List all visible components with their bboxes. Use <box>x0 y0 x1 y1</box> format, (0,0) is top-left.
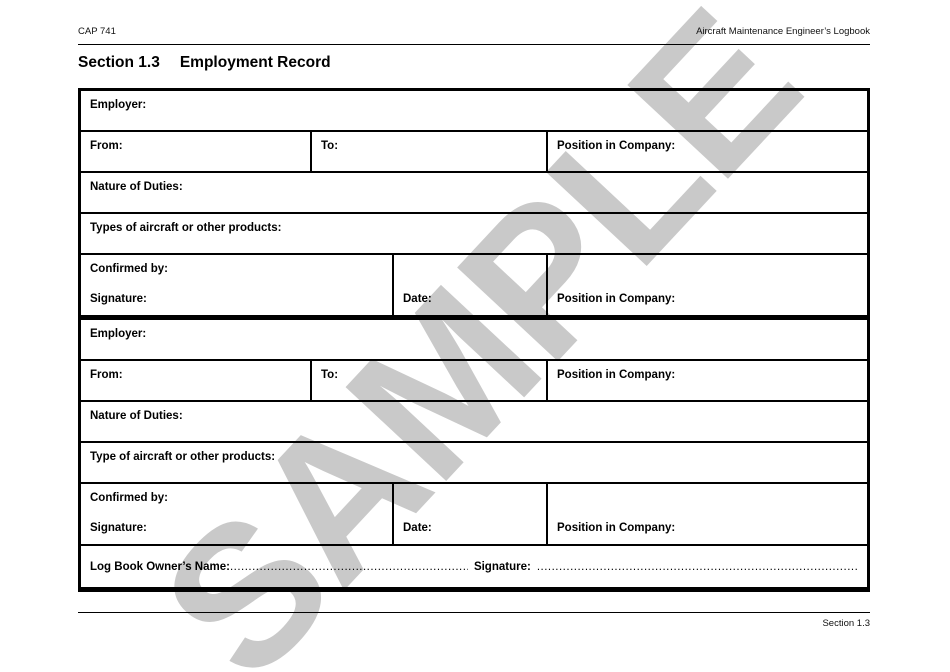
page-title: Section 1.3 Employment Record <box>78 54 331 72</box>
nature-of-duties-cell: Nature of Duties: <box>81 402 867 441</box>
employer-label: Employer: <box>90 328 147 340</box>
confirmed-position-cell: Position in Company: <box>546 484 867 544</box>
from-label: From: <box>90 369 123 381</box>
employer-row-2: Employer: <box>81 320 867 359</box>
confirmed-position-label: Position in Company: <box>557 522 676 534</box>
dates-row-2: From: To: Position in Company: <box>81 359 867 400</box>
to-label: To: <box>321 140 339 152</box>
footer-rule <box>78 612 870 613</box>
aircraft-types-cell: Types of aircraft or other products: <box>81 214 867 253</box>
position-label: Position in Company: <box>557 369 676 381</box>
header-doc-title: Aircraft Maintenance Engineer’s Logbook <box>696 26 870 37</box>
confirmation-row-1: Confirmed by: Signature: Date: Position … <box>81 253 867 315</box>
from-cell: From: <box>81 132 310 171</box>
aircraft-types-cell: Type of aircraft or other products: <box>81 443 867 482</box>
footer-section-label: Section 1.3 <box>822 618 870 629</box>
confirmed-by-label: Confirmed by: <box>90 492 168 504</box>
employer-cell: Employer: <box>81 91 867 130</box>
position-label: Position in Company: <box>557 140 676 152</box>
confirmation-row-2: Confirmed by: Signature: Date: Position … <box>81 482 867 544</box>
to-cell: To: <box>310 132 546 171</box>
owner-name-dotted-line: ........................................… <box>229 560 468 573</box>
from-label: From: <box>90 140 123 152</box>
nature-of-duties-label: Nature of Duties: <box>90 410 183 422</box>
position-cell: Position in Company: <box>546 361 867 400</box>
nature-of-duties-cell: Nature of Duties: <box>81 173 867 212</box>
confirmed-by-cell: Confirmed by: Signature: <box>81 484 392 544</box>
date-cell: Date: <box>392 255 546 315</box>
confirmed-by-label: Confirmed by: <box>90 263 168 275</box>
employer-row-1: Employer: <box>81 91 867 130</box>
nature-of-duties-label: Nature of Duties: <box>90 181 183 193</box>
section-title: Employment Record <box>179 54 331 71</box>
employer-cell: Employer: <box>81 320 867 359</box>
aircraft-types-row-1: Types of aircraft or other products: <box>81 212 867 253</box>
from-cell: From: <box>81 361 310 400</box>
confirmed-by-cell: Confirmed by: Signature: <box>81 255 392 315</box>
date-label: Date: <box>403 522 432 534</box>
header-doc-ref: CAP 741 <box>78 26 116 37</box>
to-label: To: <box>321 369 339 381</box>
owner-name-label: Log Book Owner’s Name: <box>90 560 230 573</box>
signature-label: Signature: <box>90 293 147 305</box>
aircraft-types-row-2: Type of aircraft or other products: <box>81 441 867 482</box>
nature-of-duties-row-1: Nature of Duties: <box>81 171 867 212</box>
owner-signature-row: Log Book Owner’s Name: .................… <box>81 544 867 587</box>
employer-label: Employer: <box>90 99 147 111</box>
to-cell: To: <box>310 361 546 400</box>
employment-record-table: Employer: From: To: Position in Company:… <box>78 88 870 592</box>
running-header: CAP 741 Aircraft Maintenance Engineer’s … <box>78 26 870 45</box>
confirmed-position-label: Position in Company: <box>557 293 676 305</box>
date-label: Date: <box>403 293 432 305</box>
owner-signature-label: Signature: <box>473 560 531 573</box>
date-cell: Date: <box>392 484 546 544</box>
nature-of-duties-row-2: Nature of Duties: <box>81 400 867 441</box>
owner-signature-dotted-line: ........................................… <box>536 560 858 573</box>
dates-row-1: From: To: Position in Company: <box>81 130 867 171</box>
aircraft-types-label: Types of aircraft or other products: <box>90 222 282 234</box>
aircraft-types-label: Type of aircraft or other products: <box>90 451 276 463</box>
signature-label: Signature: <box>90 522 147 534</box>
section-number: Section 1.3 <box>78 54 160 71</box>
confirmed-position-cell: Position in Company: <box>546 255 867 315</box>
position-cell: Position in Company: <box>546 132 867 171</box>
block-separator <box>81 315 867 320</box>
